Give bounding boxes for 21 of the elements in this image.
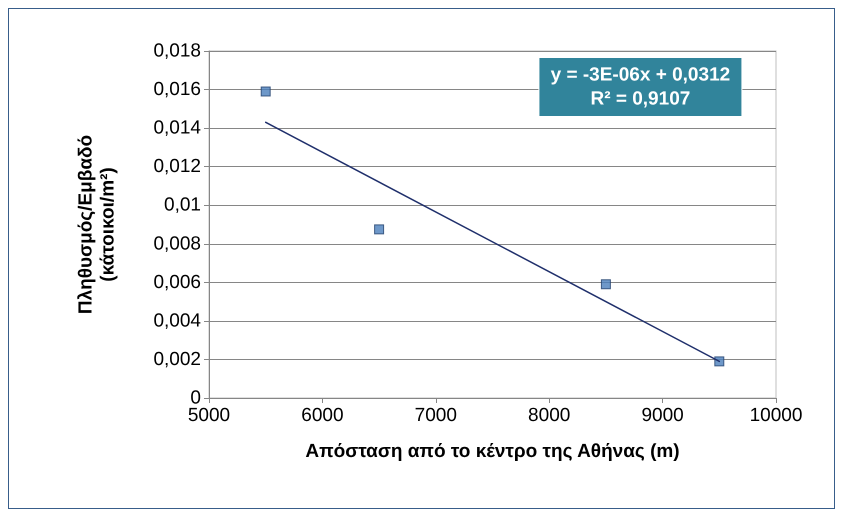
y-tick-label: 0,002 [153, 348, 201, 370]
x-tick-label: 8000 [528, 405, 570, 426]
point [600, 279, 611, 290]
y-tick-label: 0,014 [153, 118, 202, 139]
y-tick-label: 0,004 [153, 310, 202, 332]
x-tick-label: 6000 [301, 405, 344, 426]
x-tick-label: 9000 [641, 405, 684, 426]
y-tick-label: 0,008 [153, 233, 201, 254]
x-tick-label: 10000 [750, 405, 802, 426]
y-tick-label: 0,006 [153, 272, 201, 293]
y-axis-title: Πληθυσμός/Εμβαδό (κάτοικοι/m²) [76, 134, 118, 314]
y-tick-label: 0,01 [164, 194, 201, 216]
y-tick-label: 0,016 [153, 79, 201, 100]
point [374, 224, 384, 234]
annotation: y = -3E-06x + 0,0312 [550, 64, 730, 86]
y-tick-label: 0,018 [153, 40, 201, 62]
annotation: R² = 0,9107 [590, 88, 690, 110]
y-tick-label: 0,012 [153, 156, 201, 178]
x-tick-label: 7000 [414, 405, 457, 426]
x-axis-title: Απόσταση από το κέντρο της Αθήνας (m) [305, 441, 680, 462]
point [260, 86, 271, 96]
